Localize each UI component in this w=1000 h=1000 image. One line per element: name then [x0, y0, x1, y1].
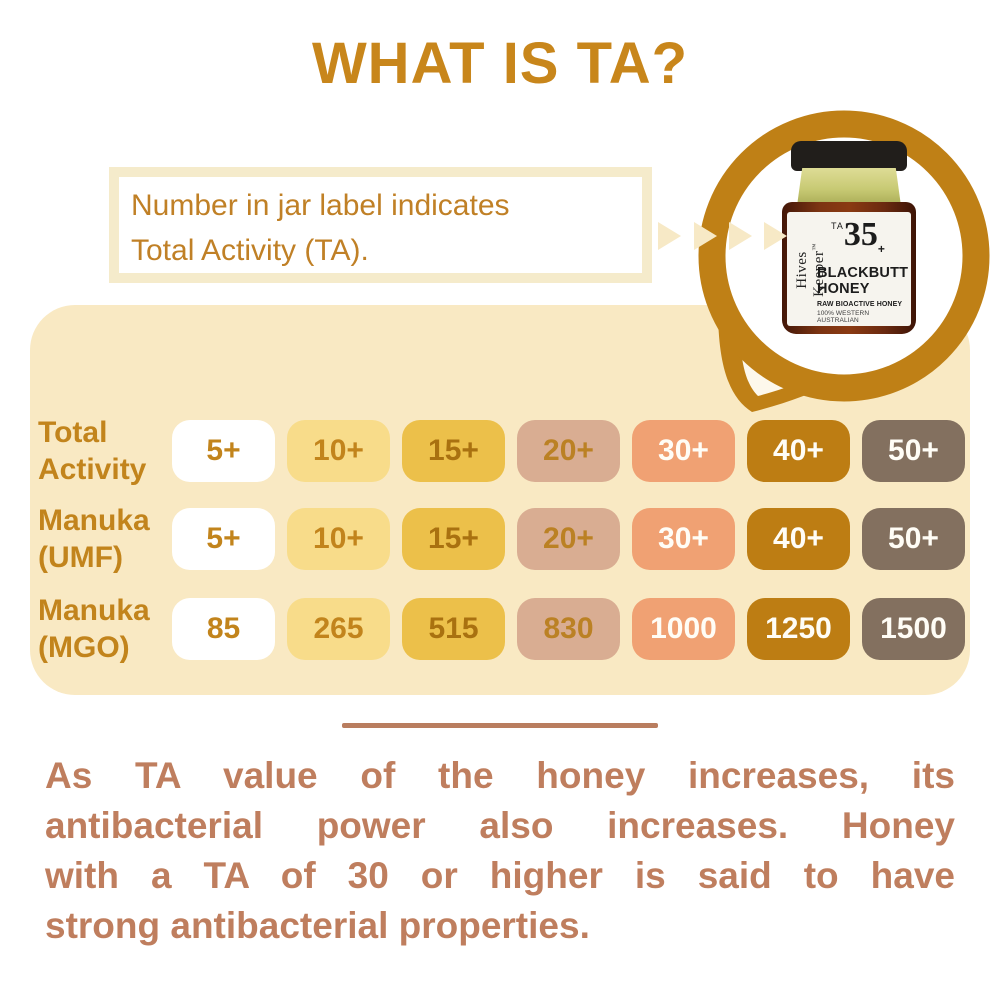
ta-comparison-table: Total Activity 5+ 10+ 15+ 20+ 30+ 40+ 50+ Manu… [30, 305, 970, 695]
table-cell: 50+ [862, 420, 965, 482]
divider-line [342, 723, 658, 728]
table-cell: 10+ [287, 508, 390, 570]
jar-brand-name: Hives Keeper™ [794, 243, 827, 297]
arrow-right-icon [658, 222, 681, 250]
jar-lid [791, 141, 907, 171]
table-cell: 30+ [632, 508, 735, 570]
callout-line-1: Number in jar label indicates [131, 189, 510, 222]
table-cell: 20+ [517, 420, 620, 482]
table-cell: 5+ [172, 508, 275, 570]
footer-line-3: with a TA of 30 or higher is said to hav… [45, 855, 955, 896]
jar-subtitle-1: RAW BIOACTIVE HONEY [817, 301, 903, 308]
table-row-manuka-mgo: Manuka (MGO) 85 265 515 830 1000 1250 1500 [30, 594, 970, 664]
footer-paragraph: As TA value of the honey increases, its … [45, 751, 955, 951]
row-label: Total Activity [38, 416, 147, 486]
table-cell: 40+ [747, 420, 850, 482]
table-row-total-activity: Total Activity 5+ 10+ 15+ 20+ 30+ 40+ 50+ [30, 416, 970, 486]
row-label: Manuka (UMF) [38, 504, 150, 574]
footer-line-1: As TA value of the honey increases, its [45, 755, 955, 796]
callout-text: Number in jar label indicates Total Acti… [119, 177, 642, 273]
table-cell: 20+ [517, 508, 620, 570]
jar-glass-neck [797, 168, 901, 206]
table-cell: 50+ [862, 508, 965, 570]
callout-line-2: Total Activity (TA). [131, 234, 369, 267]
table-cell: 85 [172, 598, 275, 660]
table-row-manuka-umf: Manuka (UMF) 5+ 10+ 15+ 20+ 30+ 40+ 50+ [30, 504, 970, 574]
arrow-right-icon [729, 222, 752, 250]
table-cell: 1250 [747, 598, 850, 660]
callout-box: Number in jar label indicates Total Acti… [109, 167, 652, 283]
footer-line-4: strong antibacterial properties. [45, 905, 590, 946]
jar-ta-rating: TA 35 + [831, 216, 885, 257]
table-cell: 5+ [172, 420, 275, 482]
table-cell: 30+ [632, 420, 735, 482]
footer-line-2: antibacterial power also increases. Hone… [45, 805, 955, 846]
honey-jar-image: Hives Keeper™ TA 35 + BLACKBUTT HONEY RA… [780, 138, 918, 336]
jar-label: Hives Keeper™ TA 35 + BLACKBUTT HONEY RA… [787, 212, 911, 326]
jar-subtitle-2: 100% WESTERN AUSTRALIAN [817, 310, 870, 324]
table-cell: 265 [287, 598, 390, 660]
row-label: Manuka (MGO) [38, 594, 150, 664]
jar-product-name: BLACKBUTT HONEY [817, 265, 909, 297]
table-cell: 10+ [287, 420, 390, 482]
table-cell: 40+ [747, 508, 850, 570]
table-cell: 1000 [632, 598, 735, 660]
table-cell: 15+ [402, 508, 505, 570]
arrow-right-icon [764, 222, 787, 250]
table-cell: 515 [402, 598, 505, 660]
table-cell: 15+ [402, 420, 505, 482]
page-title: WHAT IS TA? [311, 31, 689, 96]
arrow-right-icon [694, 222, 717, 250]
table-cell: 1500 [862, 598, 965, 660]
table-cell: 830 [517, 598, 620, 660]
